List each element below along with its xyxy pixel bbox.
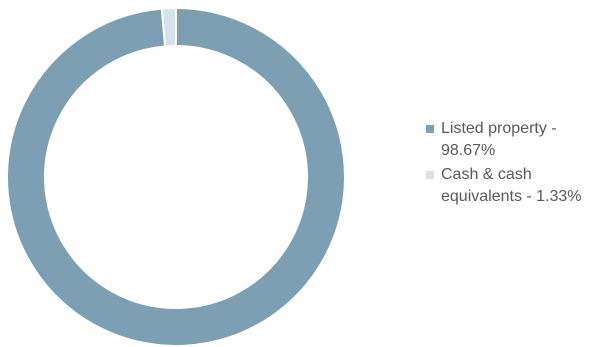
donut-slice-2 (160, 6, 177, 48)
legend-label: Listed property - 98.67% (441, 120, 557, 159)
legend-swatch-icon (426, 171, 434, 179)
donut-slice-1 (6, 6, 346, 347)
legend-label: Cash & cash equivalents - 1.33% (441, 166, 582, 205)
legend-item-2: Cash & cash equivalents - 1.33% (426, 164, 612, 208)
legend-item-1: Listed property - 98.67% (426, 118, 612, 162)
donut-chart-plot (6, 6, 346, 347)
chart-legend: Listed property - 98.67% Cash & cash equi… (426, 118, 612, 210)
legend-swatch-icon (426, 125, 434, 133)
